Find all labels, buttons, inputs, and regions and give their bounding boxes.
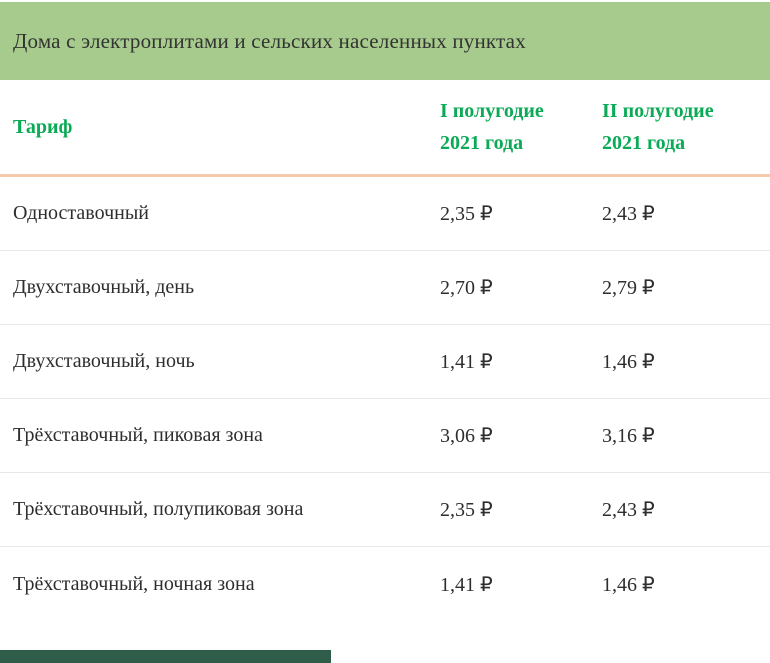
page-title: Дома с электроплитами и сельских населен… — [13, 28, 526, 53]
first-half-value-cell: 2,35 ₽ — [440, 499, 493, 521]
second-half-value-cell: 2,43 ₽ — [602, 499, 655, 521]
table-row: Одноставочный 2,35 ₽ 2,43 ₽ — [0, 177, 770, 251]
table-row: Двухставочный, день 2,70 ₽ 2,79 ₽ — [0, 251, 770, 325]
second-half-value-cell: 3,16 ₽ — [602, 425, 655, 447]
second-half-value-cell: 1,46 ₽ — [602, 351, 655, 373]
table-row: Трёхставочный, полупиковая зона 2,35 ₽ 2… — [0, 473, 770, 547]
first-half-value-cell: 3,06 ₽ — [440, 425, 493, 447]
first-half-value-cell: 2,70 ₽ — [440, 277, 493, 299]
tariff-name-cell: Одноставочный — [13, 202, 149, 224]
table-row: Трёхставочный, пиковая зона 3,06 ₽ 3,16 … — [0, 399, 770, 473]
table-header-row: Тариф I полугодие 2021 года II полугодие… — [0, 80, 770, 177]
section-title-bar: Дома с электроплитами и сельских населен… — [0, 2, 770, 80]
second-half-value-cell: 2,79 ₽ — [602, 277, 655, 299]
table-row: Двухставочный, ночь 1,41 ₽ 1,46 ₽ — [0, 325, 770, 399]
column-header-tariff-label: Тариф — [13, 116, 73, 138]
tariff-name-cell: Трёхставочный, ночная зона — [13, 572, 255, 595]
column-header-tariff: Тариф — [0, 80, 440, 174]
tariff-name-cell: Двухставочный, день — [13, 276, 195, 298]
first-half-value-cell: 1,41 ₽ — [440, 351, 493, 373]
table-row: Трёхставочный, ночная зона 1,41 ₽ 1,46 ₽ — [0, 547, 770, 621]
tariff-table: Тариф I полугодие 2021 года II полугодие… — [0, 80, 770, 621]
tariff-name-cell: Трёхставочный, пиковая зона — [13, 424, 263, 446]
tariff-name-cell: Трёхставочный, полупиковая зона — [13, 498, 304, 520]
next-section-header-sliver — [0, 650, 331, 663]
first-half-value-cell: 2,35 ₽ — [440, 203, 493, 225]
first-half-value-cell: 1,41 ₽ — [440, 573, 493, 596]
tariff-name-cell: Двухставочный, ночь — [13, 350, 195, 372]
column-header-first-half: I полугодие 2021 года — [440, 100, 544, 154]
second-half-value-cell: 2,43 ₽ — [602, 203, 655, 225]
second-half-value-cell: 1,46 ₽ — [602, 573, 655, 596]
column-header-second-half: II полугодие 2021 года — [602, 100, 714, 154]
